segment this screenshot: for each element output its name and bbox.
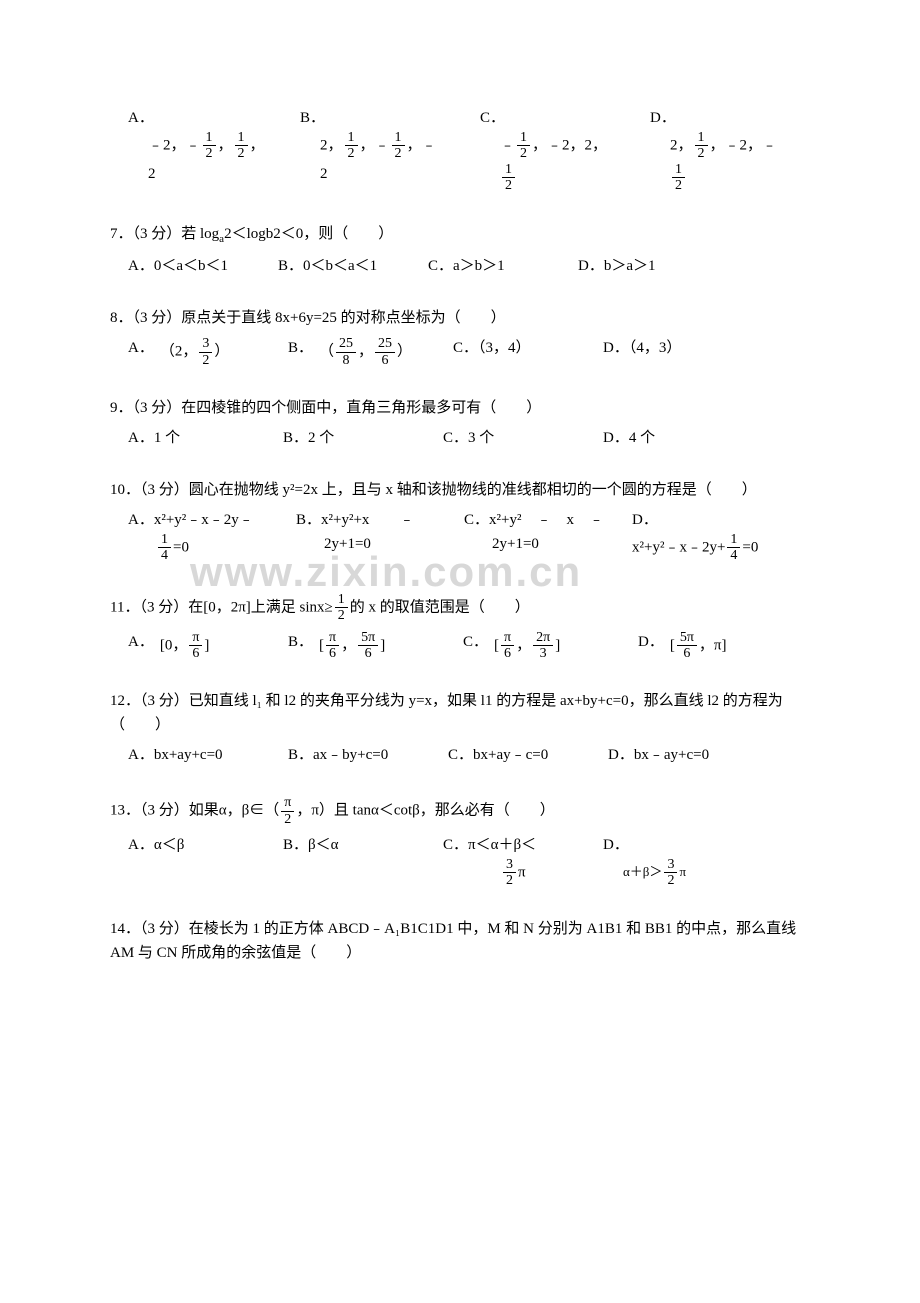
question-7-stem: 7．（3 分）若 loga2＜logb2＜0，则（ ） [110, 222, 810, 249]
question-12-stem: 12．（3 分）已知直线 l₁ 和 l2 的夹角平分线为 y=x，如果 l1 的… [110, 689, 810, 737]
q7-option-b: B．0＜b＜a＜1 [278, 254, 428, 278]
q9-option-d: D．4 个 [603, 426, 655, 450]
option-letter-b: B． [300, 106, 325, 130]
q10-option-a: A．x²+y²﹣x﹣2y﹣ 14=0 [128, 508, 296, 564]
question-8: 8．（3 分）原点关于直线 8x+6y=25 的对称点坐标为（ ） A． （2，… [110, 306, 810, 368]
q13-option-b: B．β＜α [283, 833, 443, 857]
q12-option-a: A．bx+ay+c=0 [128, 743, 288, 767]
q11-option-b: B． [π6，5π6] [288, 630, 463, 662]
q13-option-c: C．π＜α＋β＜ 32π [443, 833, 603, 889]
q12-option-c: C．bx+ay﹣c=0 [448, 743, 608, 767]
q10-option-c: C．x²+y² ﹣ x ﹣ 2y+1=0 [464, 508, 632, 556]
option-letter-a: A． [128, 106, 154, 130]
q11-option-a: A． [0，π6] [128, 630, 288, 662]
question-9-stem: 9．（3 分）在四棱锥的四个侧面中，直角三角形最多可有（ ） [110, 396, 810, 420]
q13-option-d: D． α＋β＞32π [603, 833, 686, 889]
q8-option-d: D．（4，3） [603, 336, 681, 368]
option-b-value: 2，12，﹣12，﹣ [300, 130, 437, 162]
q12-option-d: D．bx﹣ay+c=0 [608, 743, 709, 767]
question-10: www.zixin.com.cn 10．（3 分）圆心在抛物线 y²=2x 上，… [110, 478, 810, 564]
q10-option-b: B．x²+y²+x ﹣ 2y+1=0 [296, 508, 464, 556]
q11-option-d: D． [5π6，π] [638, 630, 727, 662]
question-6-options: A． ﹣2，﹣12，12， 2 B． 2，12，﹣12，﹣ 2 C． ﹣12，﹣… [110, 106, 810, 194]
q13-option-a: A．α＜β [128, 833, 283, 857]
q7-option-d: D．b＞a＞1 [578, 254, 656, 278]
option-d-value: 2，12，﹣2，﹣ [650, 130, 777, 162]
q12-option-b: B．ax﹣by+c=0 [288, 743, 448, 767]
option-c-value: ﹣12，﹣2，2， [480, 130, 607, 162]
q8-option-a: A． （2，32） [128, 336, 288, 368]
q10-option-d: D． x²+y²﹣x﹣2y+14=0 [632, 508, 758, 564]
q11-option-c: C． [π6，2π3] [463, 630, 638, 662]
question-8-stem: 8．（3 分）原点关于直线 8x+6y=25 的对称点坐标为（ ） [110, 306, 810, 330]
question-13: 13．（3 分）如果α，β∈（π2，π）且 tanα＜cotβ，那么必有（ ） … [110, 795, 810, 889]
option-letter-c: C． [480, 106, 505, 130]
question-11: 11．（3 分）在[0，2π]上满足 sinx≥12的 x 的取值范围是（ ） … [110, 592, 810, 662]
q7-option-c: C．a＞b＞1 [428, 254, 578, 278]
question-10-stem: 10．（3 分）圆心在抛物线 y²=2x 上，且与 x 轴和该抛物线的准线都相切… [110, 478, 810, 502]
option-letter-d: D． [650, 106, 676, 130]
q9-option-a: A．1 个 [128, 426, 283, 450]
q7-option-a: A．0＜a＜b＜1 [128, 254, 278, 278]
q9-option-c: C．3 个 [443, 426, 603, 450]
option-a-value: ﹣2，﹣12，12， [128, 130, 265, 162]
question-7: 7．（3 分）若 loga2＜logb2＜0，则（ ） A．0＜a＜b＜1 B．… [110, 222, 810, 279]
question-13-stem: 13．（3 分）如果α，β∈（π2，π）且 tanα＜cotβ，那么必有（ ） [110, 795, 810, 827]
question-14: 14．（3 分）在棱长为 1 的正方体 ABCD﹣A₁B1C1D1 中，M 和 … [110, 917, 810, 965]
q8-option-b: B． （258，256） [288, 336, 453, 368]
question-9: 9．（3 分）在四棱锥的四个侧面中，直角三角形最多可有（ ） A．1 个 B．2… [110, 396, 810, 450]
q9-option-b: B．2 个 [283, 426, 443, 450]
question-14-stem: 14．（3 分）在棱长为 1 的正方体 ABCD﹣A₁B1C1D1 中，M 和 … [110, 917, 810, 965]
question-12: 12．（3 分）已知直线 l₁ 和 l2 的夹角平分线为 y=x，如果 l1 的… [110, 689, 810, 767]
q8-option-c: C．（3，4） [453, 336, 603, 368]
question-11-stem: 11．（3 分）在[0，2π]上满足 sinx≥12的 x 的取值范围是（ ） [110, 592, 810, 624]
